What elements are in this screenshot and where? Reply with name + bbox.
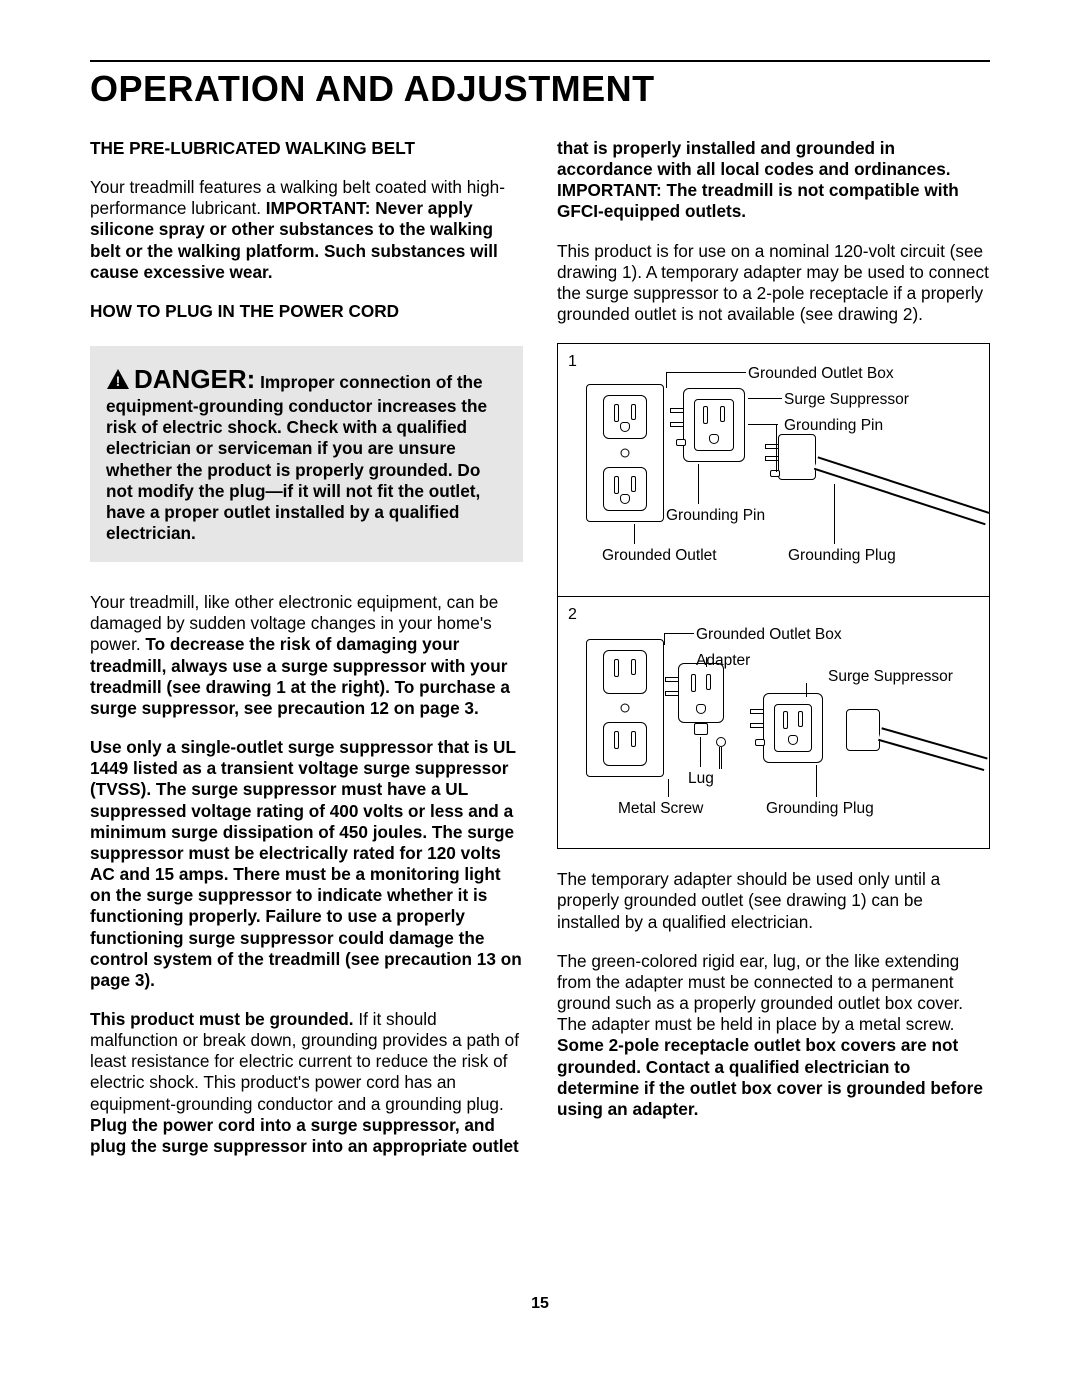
label-gpin2: Grounding Pin: [666, 506, 765, 525]
label-adapter: Adapter: [696, 651, 750, 670]
left-column: THE PRE-LUBRICATED WALKING BELT Your tre…: [90, 138, 523, 1175]
socket-icon: [603, 395, 647, 439]
leader-line: [700, 737, 701, 767]
prong-icon: [670, 422, 684, 427]
screw-icon: [621, 704, 630, 713]
leader-line: [664, 633, 665, 645]
subhead-plug: HOW TO PLUG IN THE POWER CORD: [90, 301, 523, 322]
leader-line: [834, 484, 835, 544]
plug-icon: [778, 434, 816, 480]
leader-line: [664, 633, 694, 634]
para-surge-spec: Use only a single-outlet surge suppresso…: [90, 737, 523, 991]
two-column-layout: THE PRE-LUBRICATED WALKING BELT Your tre…: [90, 138, 990, 1175]
para-belt: Your treadmill features a walking belt c…: [90, 177, 523, 283]
label-gout: Grounded Outlet: [602, 546, 717, 565]
outlet-plate-icon: [586, 384, 664, 522]
leader-line: [666, 372, 667, 388]
label-lug: Lug: [688, 769, 714, 788]
para-right-2: This product is for use on a nominal 120…: [557, 241, 990, 326]
warning-triangle-icon: !: [106, 368, 130, 395]
screw-shaft-icon: [719, 747, 722, 769]
page-number: 15: [90, 1295, 990, 1313]
danger-callout: ! DANGER: Improper connection of the equ…: [90, 346, 523, 562]
prong-icon: [665, 677, 679, 682]
adapter-icon: [678, 663, 724, 723]
lug-icon: [694, 723, 708, 735]
diagram-number-2: 2: [568, 605, 577, 625]
screw-icon: [621, 449, 630, 458]
socket-icon: [603, 650, 647, 694]
label-outlet-box: Grounded Outlet Box: [748, 364, 894, 383]
para-right-1: that is properly installed and grounded …: [557, 138, 990, 223]
socket-icon: [603, 722, 647, 766]
ground-pin-icon: [770, 470, 780, 477]
metal-screw-icon: [716, 737, 726, 747]
label-gpin: Grounding Pin: [784, 416, 883, 435]
leader-line: [776, 424, 777, 472]
prong-icon: [750, 709, 764, 714]
danger-text: Improper connection of the equipment-gro…: [106, 372, 487, 543]
diagram-panel-1: 1: [558, 344, 989, 596]
para-surge-b: To decrease the risk of damaging your tr…: [90, 634, 510, 717]
outlet-plate-icon: [586, 639, 664, 777]
top-rule: [90, 60, 990, 62]
danger-label: DANGER:: [134, 364, 255, 394]
para-right-3: The temporary adapter should be used onl…: [557, 869, 990, 932]
ground-pin-icon: [755, 739, 765, 746]
para-ground-c: Plug the power cord into a surge suppres…: [90, 1115, 519, 1156]
label-gplug: Grounding Plug: [788, 546, 896, 565]
svg-text:!: !: [116, 373, 121, 389]
leader-line: [816, 765, 817, 797]
leader-line: [806, 683, 807, 697]
right-column: that is properly installed and grounded …: [557, 138, 990, 1175]
diagram-panel-2: 2: [558, 596, 989, 848]
diagram-number-1: 1: [568, 352, 577, 372]
prong-icon: [665, 691, 679, 696]
leader-line: [698, 464, 699, 504]
leader-line: [634, 524, 635, 544]
leader-line: [666, 372, 746, 373]
cord-icon: [814, 457, 990, 526]
label-mscrew: Metal Screw: [618, 799, 703, 818]
prong-icon: [750, 723, 764, 728]
ground-pin-icon: [676, 439, 686, 446]
surge-suppressor-icon: [763, 693, 823, 763]
para-right-4: The green-colored rigid ear, lug, or the…: [557, 951, 990, 1120]
surge-suppressor-icon: [683, 388, 745, 462]
manual-page: OPERATION AND ADJUSTMENT THE PRE-LUBRICA…: [0, 0, 1080, 1353]
page-title: OPERATION AND ADJUSTMENT: [90, 68, 990, 110]
leader-line: [668, 779, 669, 797]
leader-line: [748, 424, 778, 425]
prong-icon: [670, 408, 684, 413]
subhead-belt: THE PRE-LUBRICATED WALKING BELT: [90, 138, 523, 159]
label-gplug-2: Grounding Plug: [766, 799, 874, 818]
para-surge-intro: Your treadmill, like other electronic eq…: [90, 592, 523, 719]
para-ground: This product must be grounded. If it sho…: [90, 1009, 523, 1157]
plug-icon: [846, 709, 880, 751]
para-ground-a: This product must be grounded.: [90, 1009, 354, 1029]
label-surge-2: Surge Suppressor: [828, 667, 953, 686]
socket-icon: [603, 467, 647, 511]
para-right-4b: Some 2-pole receptacle outlet box covers…: [557, 1035, 983, 1118]
label-surge: Surge Suppressor: [784, 390, 909, 409]
label-outlet-box-2: Grounded Outlet Box: [696, 625, 842, 644]
cord-icon: [878, 728, 988, 772]
wiring-diagram: 1: [557, 343, 990, 849]
para-right-4a: The green-colored rigid ear, lug, or the…: [557, 951, 963, 1034]
leader-line: [748, 398, 782, 399]
